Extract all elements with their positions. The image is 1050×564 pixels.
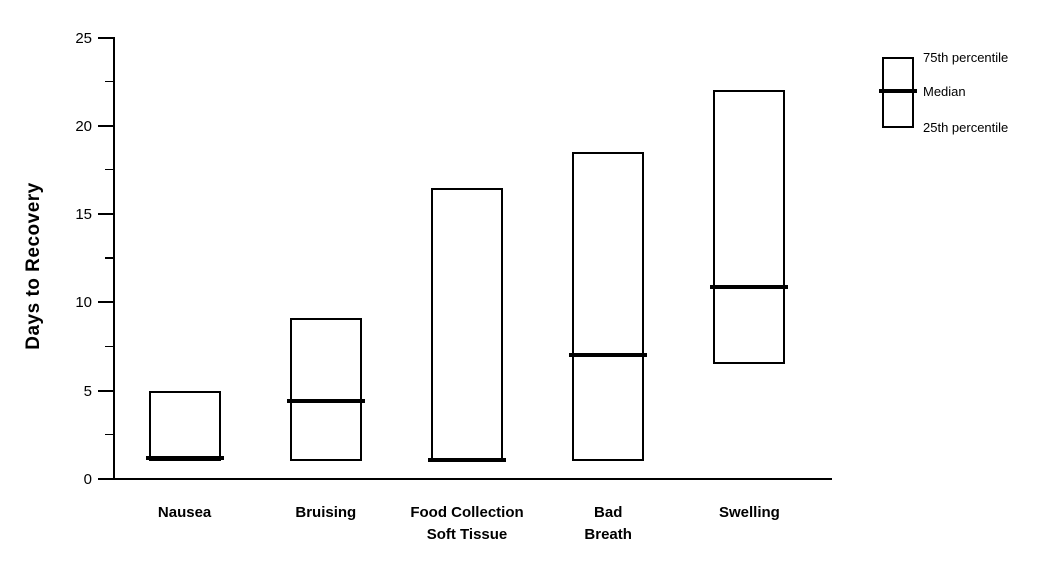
y-tick-minor bbox=[105, 257, 114, 259]
x-axis-line bbox=[113, 478, 832, 480]
category-label: Swelling bbox=[718, 504, 780, 521]
legend-label-75th-percentile: 75th percentile bbox=[923, 50, 1009, 65]
y-tick-label: 15 bbox=[75, 206, 92, 224]
box-plot-bar bbox=[572, 152, 645, 462]
y-tick-label: 10 bbox=[75, 294, 92, 312]
y-tick-minor bbox=[105, 80, 114, 83]
legend-median-line bbox=[879, 89, 917, 93]
y-axis-line bbox=[113, 37, 115, 480]
median-line bbox=[286, 399, 365, 404]
box-plot-bar bbox=[431, 187, 503, 462]
legend-label-median: Median bbox=[923, 84, 966, 99]
median-line bbox=[145, 455, 224, 460]
y-tick-label: 20 bbox=[75, 117, 92, 135]
box-plot-bar bbox=[713, 90, 786, 365]
category-label: Bruising bbox=[295, 504, 357, 521]
y-tick-major bbox=[98, 36, 114, 39]
box-plot-bar bbox=[289, 318, 362, 462]
y-tick-major bbox=[98, 213, 114, 216]
category-label: Food Collection Soft Tissue bbox=[410, 504, 524, 543]
y-tick-label: 0 bbox=[83, 471, 92, 488]
y-tick-minor bbox=[105, 433, 114, 436]
y-tick-major bbox=[98, 301, 114, 304]
category-label: Bad Breath bbox=[584, 504, 632, 543]
median-line bbox=[569, 353, 648, 358]
y-tick-major bbox=[98, 389, 114, 392]
y-tick-minor bbox=[105, 168, 114, 171]
y-tick-label: 25 bbox=[75, 29, 92, 47]
category-label: Nausea bbox=[157, 504, 212, 521]
median-line bbox=[710, 284, 789, 289]
box-plot-bar bbox=[148, 390, 221, 462]
y-tick-minor bbox=[105, 345, 114, 348]
y-tick-major bbox=[98, 124, 114, 127]
y-tick-major bbox=[98, 478, 114, 480]
legend-label-25th-percentile: 25th percentile bbox=[923, 120, 1009, 135]
y-tick-label: 5 bbox=[83, 382, 92, 400]
median-line bbox=[428, 457, 506, 462]
